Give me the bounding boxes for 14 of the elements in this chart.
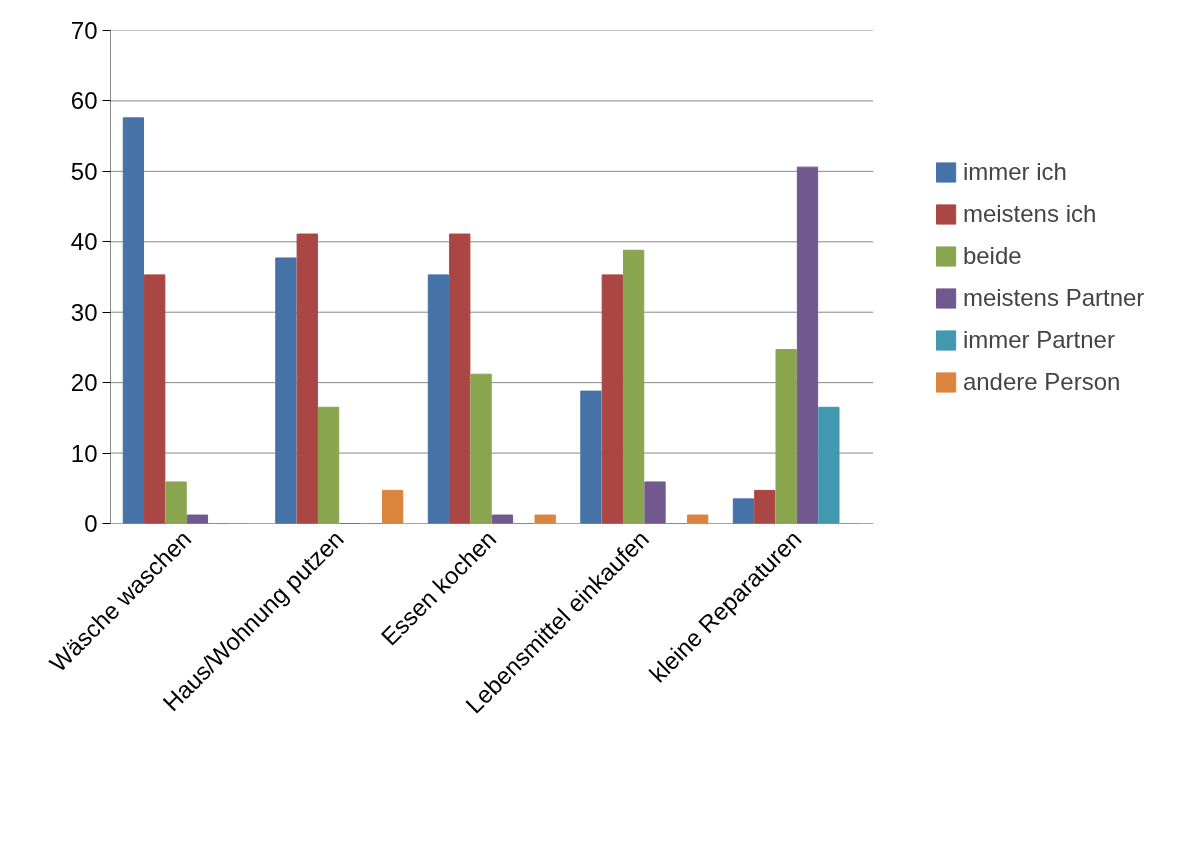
y-tick-label: 10 bbox=[70, 439, 98, 467]
y-tick-label: 70 bbox=[70, 17, 98, 44]
y-tick-label: 30 bbox=[70, 298, 98, 326]
legend-label: meistens ich bbox=[962, 199, 1097, 228]
legend-label: andere Person bbox=[962, 367, 1121, 396]
legend-label: immer Partner bbox=[962, 325, 1115, 354]
y-tick-label: 0 bbox=[84, 510, 98, 537]
legend-label: meistens Partner bbox=[962, 283, 1145, 312]
y-tick-label: 50 bbox=[70, 157, 98, 185]
legend-label: beide bbox=[962, 241, 1022, 270]
legend-label: immer ich bbox=[962, 157, 1067, 186]
y-tick-label: 20 bbox=[70, 369, 98, 397]
y-tick-label: 60 bbox=[70, 87, 98, 115]
y-tick-label: 40 bbox=[70, 228, 98, 256]
